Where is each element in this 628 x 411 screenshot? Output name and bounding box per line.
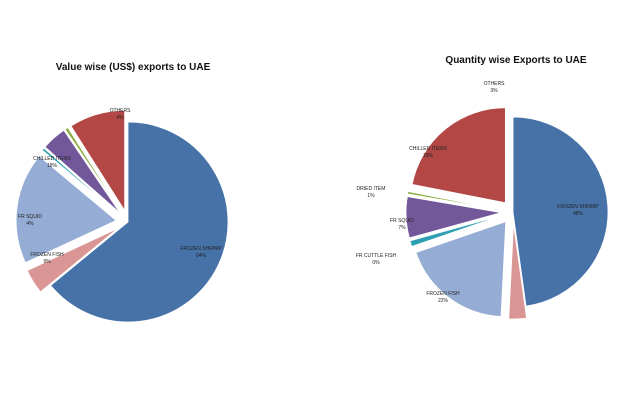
slice-percent-label: 0%: [372, 260, 380, 266]
slice-label: OTHERS: [110, 108, 132, 114]
slice-label: CHILLED ITEMS: [409, 146, 447, 152]
slice-label: OTHERS: [484, 81, 506, 87]
pie-slice: [407, 191, 502, 211]
slice-label: FR CUTTLE FISH: [356, 253, 397, 259]
slice-label: FROZEN SHRIMP: [180, 246, 222, 252]
pie-slice: [409, 215, 502, 247]
pie-slice: [70, 110, 126, 212]
pie-slice: [15, 155, 117, 264]
pie-slice: [50, 121, 229, 323]
pie-slice: [405, 196, 502, 239]
slice-label: CHILLED ITEMS: [33, 156, 71, 162]
slice-label: FROZEN FISH: [30, 252, 64, 258]
slice-label: DRIED ITEM: [357, 186, 386, 192]
slice-percent-label: 18%: [47, 163, 58, 169]
chart-title-value: Value wise (US$) exports to UAE: [56, 62, 211, 73]
slice-percent-label: 19%: [423, 153, 434, 159]
pie-slice: [512, 116, 609, 307]
slice-percent-label: 48%: [573, 211, 584, 217]
slice-percent-label: 4%: [116, 115, 124, 121]
slice-percent-label: 1%: [367, 193, 375, 199]
pie-slice: [415, 221, 507, 317]
slice-percent-label: 3%: [490, 88, 498, 94]
pie-slice: [64, 127, 122, 213]
pie-slice: [41, 147, 120, 215]
pie-slice: [411, 107, 506, 204]
slice-percent-label: 4%: [26, 221, 34, 227]
slice-percent-label: 22%: [438, 298, 449, 304]
pie-slice: [44, 129, 121, 214]
pie-slice: [26, 228, 119, 293]
slice-percent-label: 64%: [196, 253, 207, 259]
pie-slice: [508, 223, 528, 320]
slice-label: FR SQUID: [18, 214, 42, 220]
slice-percent-label: 9%: [43, 259, 51, 265]
slice-percent-label: 7%: [398, 225, 406, 231]
slice-label: FROZEN FISH: [426, 291, 460, 297]
chart-title-quantity: Quantity wise Exports to UAE: [445, 55, 586, 66]
slice-label: FR SQUID: [390, 218, 414, 224]
slice-label: FROZEN SHRIMP: [557, 204, 599, 210]
